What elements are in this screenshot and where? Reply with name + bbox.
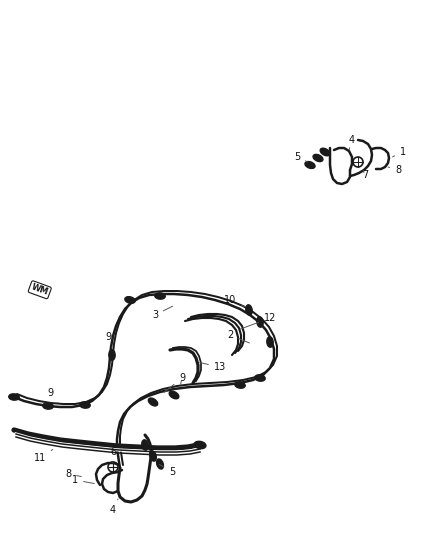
Ellipse shape [267,337,273,347]
Ellipse shape [109,350,115,360]
Ellipse shape [125,297,135,303]
Text: WM: WM [30,282,49,297]
Ellipse shape [255,375,265,381]
Text: 7: 7 [362,170,368,180]
Ellipse shape [148,398,158,406]
Text: 8: 8 [65,469,81,479]
Ellipse shape [9,394,19,400]
Ellipse shape [257,317,263,327]
Text: 2: 2 [227,330,249,343]
Ellipse shape [305,161,315,168]
Text: 4: 4 [110,499,118,515]
Ellipse shape [80,402,90,408]
Text: 5: 5 [294,152,307,162]
Ellipse shape [246,305,252,315]
Text: 9: 9 [47,388,58,403]
Text: 3: 3 [152,306,173,320]
Ellipse shape [156,459,163,469]
Ellipse shape [313,155,323,161]
Ellipse shape [320,148,330,156]
Text: 4: 4 [349,135,355,150]
Ellipse shape [150,451,156,461]
Text: 12: 12 [240,313,276,329]
Ellipse shape [235,382,245,388]
Text: 9: 9 [164,373,185,392]
Text: 1: 1 [392,147,406,157]
Text: 10: 10 [224,295,245,307]
Text: 8: 8 [388,165,401,175]
Ellipse shape [155,293,165,299]
Ellipse shape [142,440,148,450]
Text: 9: 9 [105,332,112,348]
Text: 13: 13 [200,362,226,372]
Text: 11: 11 [34,449,53,463]
Text: 6: 6 [110,447,116,463]
Ellipse shape [194,441,206,449]
Ellipse shape [43,403,53,409]
Ellipse shape [169,391,179,399]
Text: 5: 5 [159,464,175,477]
Text: 1: 1 [72,475,94,485]
